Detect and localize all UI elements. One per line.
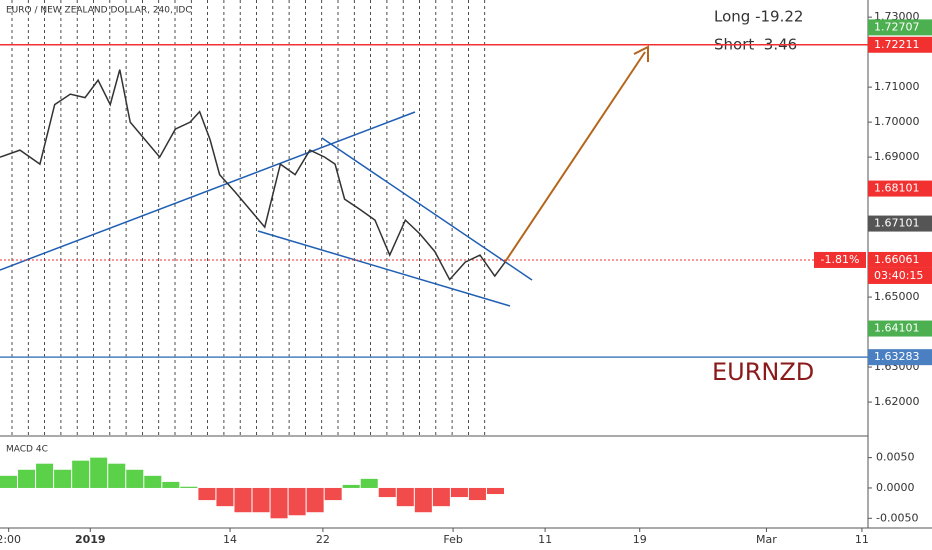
macd-bar [216, 487, 234, 507]
macd-bar [306, 487, 324, 513]
y-tick-label: 1.70000 [874, 115, 920, 128]
price-badge-label: 1.67101 [874, 217, 920, 230]
macd-bar [252, 487, 270, 513]
macd-tick-label: 0.0000 [876, 481, 915, 494]
trend-line [321, 137, 533, 281]
price-badge-label: 1.68101 [874, 182, 920, 195]
price-badge-label: 1.64101 [874, 322, 920, 335]
macd-bar [72, 460, 90, 488]
symbol-label: EURNZD [712, 358, 814, 386]
price-line [0, 69, 506, 281]
x-tick-label: 2019 [75, 533, 106, 546]
y-tick-label: 1.71000 [874, 80, 920, 93]
y-tick-label: 1.62000 [874, 395, 920, 408]
price-badge [868, 251, 932, 268]
macd-bar [288, 487, 306, 516]
price-badge-label: 1.72707 [874, 20, 920, 33]
change-badge [814, 251, 866, 268]
macd-bar [0, 475, 18, 488]
macd-bar [90, 457, 108, 488]
macd-bar [270, 487, 288, 519]
price-badge [868, 215, 932, 232]
session-lines [11, 0, 486, 436]
macd-bar [180, 486, 198, 488]
macd-bar [468, 487, 486, 501]
macd-bar [36, 463, 54, 488]
macd-bar [18, 469, 36, 488]
long-label: Long -19.22 [714, 8, 803, 26]
macd-bar [432, 487, 450, 507]
macd-bar [108, 463, 126, 488]
price-badge-label: 1.63283 [874, 350, 920, 363]
price-badge [868, 19, 932, 36]
price-badge [868, 320, 932, 337]
macd-bar [378, 487, 396, 498]
trend-line [0, 111, 416, 271]
chart-title: EURO / NEW ZEALAND DOLLAR, 240, IDC [6, 6, 192, 16]
arrow [504, 51, 646, 263]
macd-title: MACD 4C [6, 445, 48, 455]
x-tick-label: 19 [633, 533, 647, 546]
countdown-label: 03:40:15 [874, 269, 923, 282]
price-badge [868, 349, 932, 366]
macd-bar [396, 487, 414, 507]
x-tick-label: 14 [223, 533, 237, 546]
change-label: -1.81% [821, 253, 860, 266]
macd-bar [144, 475, 162, 488]
y-tick-label: 1.69000 [874, 150, 920, 163]
macd-bar [126, 469, 144, 488]
macd-bar [486, 487, 504, 495]
macd-bar [198, 487, 216, 501]
x-tick-label: 11 [538, 533, 552, 546]
price-badge-label: 1.72211 [874, 38, 920, 51]
x-tick-label: 11 [855, 533, 869, 546]
price-badge [868, 36, 932, 53]
price-badge-label: 1.66061 [874, 253, 920, 266]
x-tick-label: 22 [316, 533, 330, 546]
macd-bar [324, 487, 342, 501]
arrow-head [633, 45, 649, 62]
macd-bar [342, 484, 360, 488]
macd-bar [234, 487, 252, 513]
macd-bar [360, 478, 378, 488]
price-badge [868, 180, 932, 197]
countdown-badge [868, 267, 932, 284]
x-tick-label: 2:00 [0, 533, 21, 546]
trend-line [257, 230, 511, 307]
x-tick-label: Mar [756, 533, 777, 546]
macd-bar [414, 487, 432, 513]
macd-tick-label: 0.0050 [876, 451, 915, 464]
macd-bar [162, 481, 180, 488]
macd-bar [54, 469, 72, 488]
y-tick-label: 1.65000 [874, 290, 920, 303]
x-tick-label: Feb [443, 533, 462, 546]
macd-tick-label: -0.0050 [876, 511, 918, 524]
macd-bar [450, 487, 468, 498]
